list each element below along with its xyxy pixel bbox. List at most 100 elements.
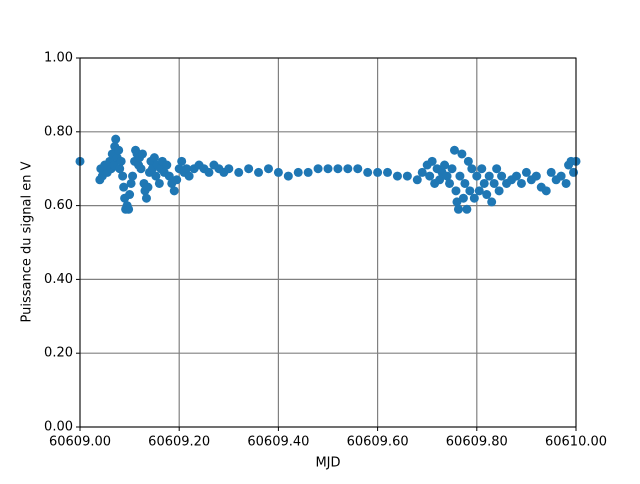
point <box>467 164 477 174</box>
point <box>455 171 465 181</box>
point <box>392 171 402 181</box>
x-tick-label: 60609.40 <box>247 435 309 450</box>
point <box>541 186 551 196</box>
point <box>489 178 499 188</box>
x-axis-label: MJD <box>315 456 340 471</box>
x-tick-label: 60609.80 <box>446 435 508 450</box>
y-tick-label: 0.00 <box>44 420 73 435</box>
point <box>546 167 556 177</box>
point <box>521 167 531 177</box>
point <box>556 171 566 181</box>
y-axis-label: Puissance du signal en V <box>20 161 35 322</box>
point <box>373 167 383 177</box>
point <box>333 164 343 174</box>
point <box>184 171 194 181</box>
point <box>465 186 475 196</box>
point <box>569 167 579 177</box>
point <box>442 171 452 181</box>
point <box>244 164 254 174</box>
point <box>453 204 463 214</box>
point <box>516 178 526 188</box>
point <box>141 193 151 203</box>
point <box>126 178 136 188</box>
point <box>447 164 457 174</box>
x-tick-label: 60609.00 <box>49 435 111 450</box>
point <box>463 156 473 166</box>
point <box>482 190 492 200</box>
point <box>462 204 472 214</box>
point <box>457 149 467 159</box>
x-tick-label: 60609.60 <box>347 435 409 450</box>
point <box>149 153 159 163</box>
point <box>137 149 147 159</box>
point <box>182 164 192 174</box>
point <box>472 171 482 181</box>
point <box>118 171 128 181</box>
point <box>363 167 373 177</box>
point <box>412 175 422 185</box>
point <box>531 171 541 181</box>
point <box>204 167 214 177</box>
point <box>440 160 450 170</box>
point <box>263 164 273 174</box>
point <box>254 167 264 177</box>
plot-frame <box>79 57 577 428</box>
point <box>353 164 363 174</box>
point <box>494 186 504 196</box>
point <box>449 145 459 155</box>
point <box>162 160 172 170</box>
point <box>497 171 507 181</box>
point <box>293 167 303 177</box>
point <box>474 186 484 196</box>
x-tick-label: 60610.00 <box>545 435 607 450</box>
point <box>458 193 468 203</box>
point <box>177 156 187 166</box>
point <box>128 171 138 181</box>
point <box>323 164 333 174</box>
point <box>435 175 445 185</box>
point <box>273 167 283 177</box>
point <box>151 171 161 181</box>
point <box>136 164 146 174</box>
point <box>116 156 126 166</box>
point <box>561 178 571 188</box>
y-tick-label: 0.20 <box>44 346 73 361</box>
point <box>511 171 521 181</box>
point <box>143 182 153 192</box>
y-tick-label: 0.60 <box>44 198 73 213</box>
point <box>484 171 494 181</box>
point <box>234 167 244 177</box>
x-tick-label: 60609.20 <box>148 435 210 450</box>
point <box>283 171 293 181</box>
point <box>487 197 497 207</box>
y-tick-label: 0.40 <box>44 272 73 287</box>
point <box>119 182 129 192</box>
point <box>477 164 487 174</box>
point <box>417 167 427 177</box>
point <box>460 178 470 188</box>
point <box>343 164 353 174</box>
point <box>114 145 124 155</box>
point <box>169 186 179 196</box>
point <box>492 164 502 174</box>
point <box>224 164 234 174</box>
point <box>402 171 412 181</box>
point <box>479 178 489 188</box>
point <box>154 178 164 188</box>
point <box>425 171 435 181</box>
y-tick-label: 1.00 <box>44 51 73 66</box>
point <box>383 167 393 177</box>
point <box>303 167 313 177</box>
point <box>124 204 134 214</box>
point <box>427 156 437 166</box>
point <box>451 186 461 196</box>
point <box>445 178 455 188</box>
point <box>115 164 125 174</box>
y-tick-label: 0.80 <box>44 124 73 139</box>
point <box>125 190 135 200</box>
point <box>313 164 323 174</box>
point <box>164 171 174 181</box>
point <box>469 193 479 203</box>
